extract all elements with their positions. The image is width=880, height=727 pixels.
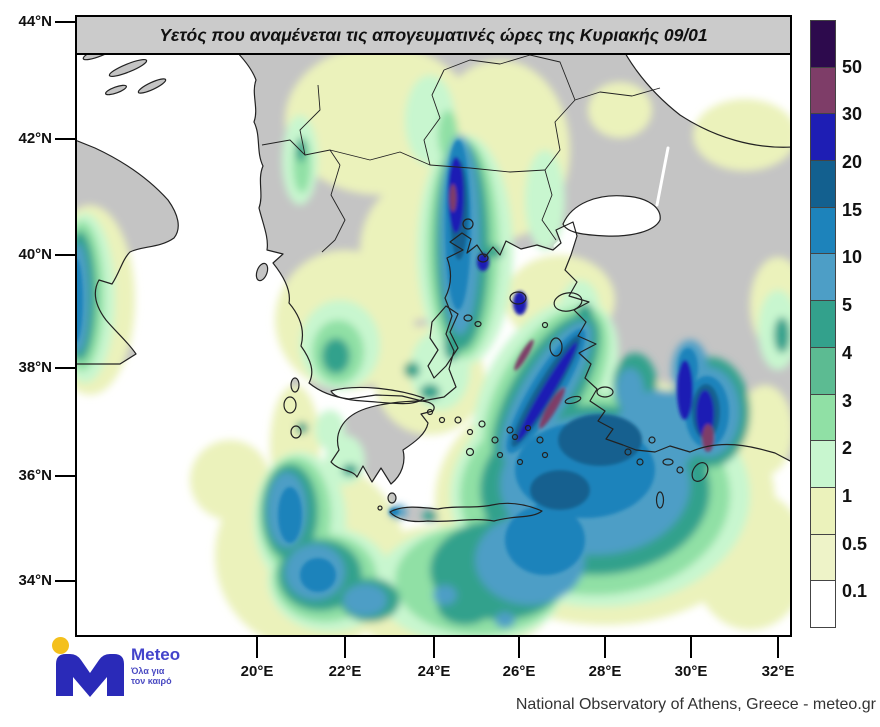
meteo-logo: Meteo Όλα για τον καιρό [40, 633, 210, 703]
lon-tick-mark [518, 637, 520, 658]
colorbar-band [810, 66, 836, 115]
lat-tick-label: 42°N [18, 130, 52, 147]
lat-tick-mark [55, 254, 75, 256]
colorbar-band [810, 113, 836, 162]
colorbar-label: 5 [842, 295, 853, 316]
lat-tick-mark [55, 475, 75, 477]
lon-tick-label: 20°E [240, 663, 274, 680]
colorbar-band [810, 533, 836, 582]
colorbar-label: 50 [842, 56, 863, 77]
lon-tick-label: 30°E [674, 663, 708, 680]
logo-tagline-line1: Όλα για [131, 666, 165, 676]
lon-tick-label: 26°E [502, 663, 536, 680]
logo-sun-icon [52, 637, 69, 654]
colorbar-label: 4 [842, 342, 853, 363]
lon-tick-label: 32°E [761, 663, 795, 680]
precipitation-heavy-levels [76, 140, 729, 592]
colorbar-band [810, 486, 836, 535]
logo-tagline-line2: τον καιρό [131, 676, 172, 686]
colorbar-band [810, 580, 836, 628]
colorbar-label: 3 [842, 390, 853, 411]
lon-tick-mark [344, 637, 346, 658]
lat-tick-label: 38°N [18, 359, 52, 376]
colorbar-band [810, 300, 836, 348]
colorbar-label: 15 [842, 199, 863, 220]
colorbar-band [810, 253, 836, 302]
bosphorus-strait [655, 146, 670, 207]
lat-tick-label: 34°N [18, 572, 52, 589]
lat-tick-mark [55, 138, 75, 140]
colorbar [810, 20, 836, 628]
lon-tick-mark [777, 637, 779, 658]
colorbar-band [810, 206, 836, 255]
colorbar-label: 1 [842, 485, 853, 506]
lon-tick-mark [604, 637, 606, 658]
map-title: Υετός που αναμένεται τις απογευματινές ώ… [75, 15, 792, 55]
lat-tick-label: 36°N [18, 467, 52, 484]
lon-tick-mark [433, 637, 435, 658]
logo-tagline: Όλα για τον καιρό [131, 666, 172, 686]
lat-tick-label: 44°N [18, 13, 52, 30]
colorbar-label: 20 [842, 152, 863, 173]
colorbar-band [810, 393, 836, 442]
lon-tick-label: 24°E [417, 663, 451, 680]
colorbar-label: 0.5 [842, 533, 868, 554]
lon-tick-label: 22°E [328, 663, 362, 680]
map-area [76, 16, 791, 636]
logo-brand-text: Meteo [131, 645, 181, 664]
meteo-m-icon [56, 654, 124, 697]
colorbar-label: 0.1 [842, 581, 868, 602]
lon-tick-label: 28°E [588, 663, 622, 680]
colorbar-label: 10 [842, 247, 863, 268]
colorbar-label: 2 [842, 438, 853, 459]
lat-tick-label: 40°N [18, 246, 52, 263]
lon-tick-mark [690, 637, 692, 658]
lat-tick-mark [55, 21, 75, 23]
lat-tick-mark [55, 367, 75, 369]
lon-tick-mark [256, 637, 258, 658]
colorbar-band [810, 440, 836, 488]
lat-tick-mark [55, 580, 75, 582]
colorbar-band [810, 160, 836, 208]
precip-30mm-area [449, 184, 714, 452]
colorbar-band [810, 346, 836, 395]
colorbar-label: 30 [842, 104, 863, 125]
colorbar-band [810, 20, 836, 68]
attribution-text: National Observatory of Athens, Greece -… [515, 696, 876, 713]
